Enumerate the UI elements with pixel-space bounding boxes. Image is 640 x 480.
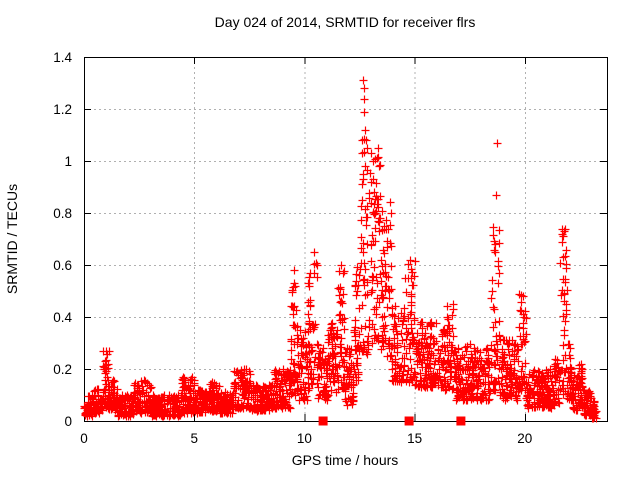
event-marker-square xyxy=(318,416,328,426)
chart-title: Day 024 of 2014, SRMTID for receiver flr… xyxy=(215,14,476,30)
x-axis-label: GPS time / hours xyxy=(292,452,399,468)
x-tick-label: 20 xyxy=(517,431,532,446)
x-tick-label: 5 xyxy=(190,431,198,446)
label-layer: Day 024 of 2014, SRMTID for receiver flr… xyxy=(4,14,532,468)
y-tick-label: 0.6 xyxy=(53,258,72,273)
x-tick-label: 0 xyxy=(80,431,88,446)
x-tick-label: 15 xyxy=(407,431,422,446)
y-tick-label: 0.8 xyxy=(53,206,72,221)
event-marker-square xyxy=(456,416,466,426)
data-layer xyxy=(80,76,601,426)
plot-border xyxy=(84,57,608,422)
axis-layer xyxy=(84,57,608,422)
y-tick-label: 0 xyxy=(64,414,72,429)
y-tick-label: 1.2 xyxy=(53,102,72,117)
data-points-srmtid xyxy=(80,76,601,423)
event-marker-square xyxy=(404,416,414,426)
y-tick-label: 0.4 xyxy=(53,310,72,325)
x-tick-label: 10 xyxy=(297,431,312,446)
y-tick-label: 0.2 xyxy=(53,362,72,377)
y-tick-label: 1.4 xyxy=(53,50,72,65)
y-tick-label: 1 xyxy=(64,154,72,169)
y-axis-label: SRMTID / TECUs xyxy=(4,184,20,294)
